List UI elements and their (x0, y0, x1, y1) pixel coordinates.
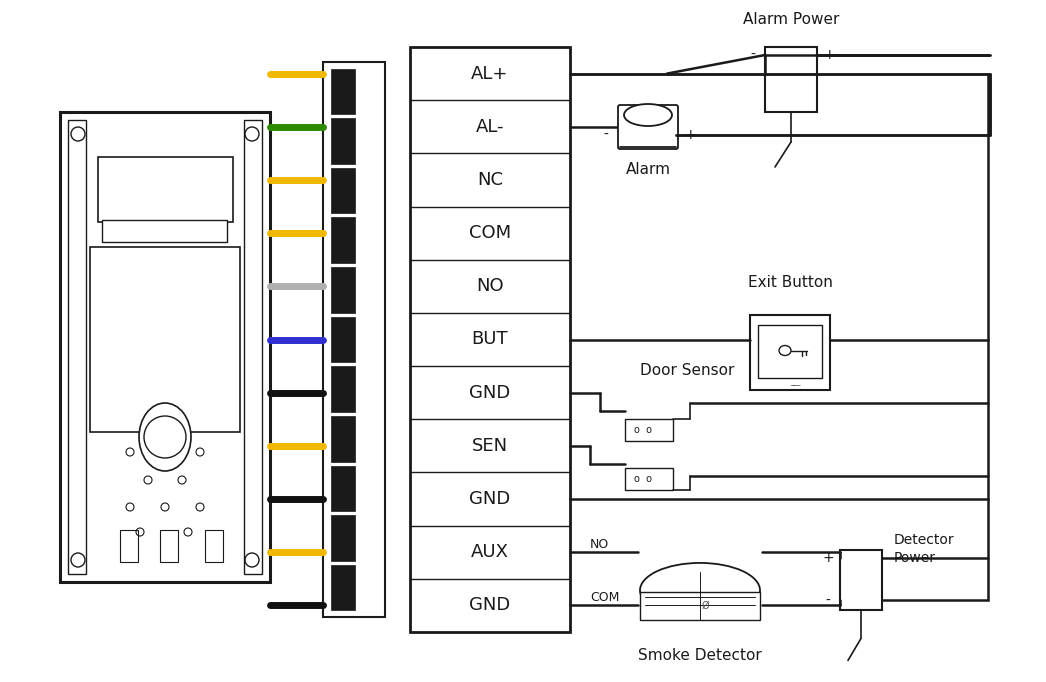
Text: Smoke Detector: Smoke Detector (638, 648, 761, 663)
Bar (331, 267, 355, 312)
Text: Power: Power (894, 552, 936, 565)
Bar (60, 112, 270, 582)
Text: +: + (823, 48, 835, 62)
Bar (331, 565, 355, 610)
Text: GND: GND (470, 490, 510, 508)
Text: AL-: AL- (476, 118, 504, 136)
Text: BUT: BUT (472, 331, 508, 349)
Bar (331, 69, 355, 114)
Bar (840, 550, 882, 610)
Ellipse shape (640, 563, 760, 618)
FancyBboxPatch shape (618, 105, 678, 149)
Text: ___: ___ (790, 381, 800, 387)
Text: NC: NC (477, 171, 503, 189)
Text: GND: GND (470, 597, 510, 614)
Ellipse shape (139, 403, 191, 471)
Text: -: - (604, 128, 609, 142)
Text: COM: COM (469, 224, 511, 242)
Ellipse shape (624, 104, 672, 126)
Bar (331, 218, 355, 263)
Text: -: - (825, 593, 831, 608)
Bar (626, 468, 673, 490)
Text: Alarm: Alarm (626, 162, 670, 177)
Text: +: + (684, 128, 696, 142)
Text: +: + (822, 552, 834, 565)
Bar (626, 419, 673, 441)
Bar (331, 515, 355, 561)
Text: Alarm Power: Alarm Power (743, 12, 839, 27)
Text: GND: GND (470, 384, 510, 402)
Text: AL+: AL+ (472, 65, 508, 83)
Bar (90, 247, 240, 432)
Text: Door Sensor: Door Sensor (640, 364, 734, 379)
Bar (331, 316, 355, 362)
Bar (103, 220, 227, 242)
Bar (758, 325, 822, 378)
Bar (160, 530, 178, 562)
Text: o  o: o o (634, 474, 652, 484)
Bar (765, 47, 817, 112)
Bar (750, 314, 829, 389)
Text: NO: NO (476, 278, 504, 295)
Text: COM: COM (590, 591, 619, 604)
Text: Detector: Detector (894, 533, 955, 548)
Text: Exit Button: Exit Button (748, 275, 833, 290)
Bar (640, 593, 760, 621)
Bar (331, 416, 355, 462)
Bar (98, 157, 233, 222)
Bar (205, 530, 223, 562)
Text: AUX: AUX (471, 544, 509, 561)
Ellipse shape (779, 346, 791, 355)
Bar (331, 168, 355, 213)
Text: SEN: SEN (472, 437, 508, 455)
Text: Ø: Ø (701, 600, 709, 610)
Bar (244, 120, 262, 574)
Text: NO: NO (590, 537, 609, 551)
Text: -: - (751, 48, 755, 62)
Text: o  o: o o (634, 425, 652, 434)
Bar (120, 530, 138, 562)
Bar (331, 366, 355, 412)
Bar (68, 120, 86, 574)
Bar (410, 47, 570, 632)
Bar (331, 466, 355, 512)
Bar (323, 61, 385, 617)
Bar (331, 118, 355, 164)
